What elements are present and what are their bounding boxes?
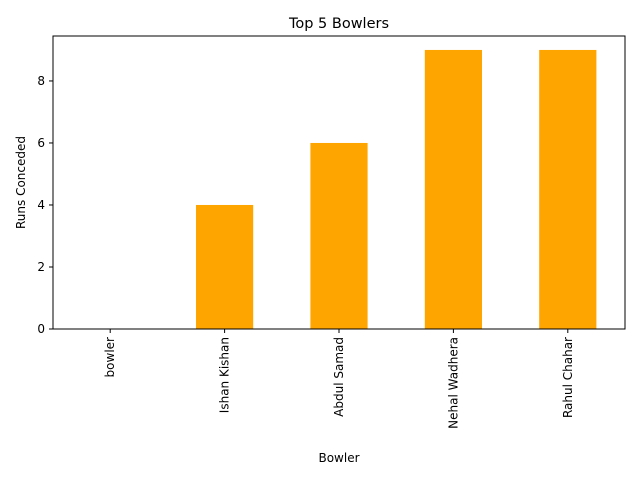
x-axis-label: Bowler [318, 451, 359, 465]
x-tick-label: Rahul Chahar [561, 337, 575, 418]
y-tick-label: 2 [37, 260, 45, 274]
x-tick-label: Nehal Wadhera [446, 337, 460, 429]
bar [196, 204, 254, 329]
x-axis: bowler Ishan Kishan Abdul Samad Nehal Wadhe… [103, 329, 575, 429]
x-tick-label: Abdul Samad [332, 337, 346, 417]
bars-group [196, 49, 597, 329]
y-tick-label: 8 [37, 74, 45, 88]
bar [539, 49, 597, 329]
x-tick-label: Ishan Kishan [218, 337, 232, 413]
chart-title: Top 5 Bowlers [288, 16, 389, 32]
y-tick-label: 6 [37, 136, 45, 150]
y-axis-label: Runs Conceded [14, 136, 28, 229]
y-axis: 0 2 4 6 8 [37, 74, 53, 336]
y-tick-label: 4 [37, 198, 45, 212]
bar [424, 49, 482, 329]
y-tick-label: 0 [37, 322, 45, 336]
x-tick-label: bowler [103, 337, 117, 377]
plot-frame [52, 35, 626, 330]
bar [310, 142, 368, 329]
